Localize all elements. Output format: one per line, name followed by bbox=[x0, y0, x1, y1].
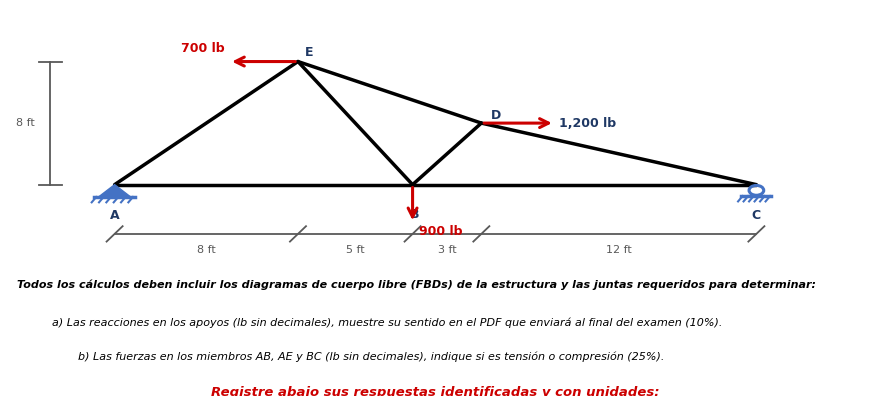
Text: C: C bbox=[752, 209, 761, 222]
Text: A: A bbox=[110, 209, 119, 222]
Text: 700 lb: 700 lb bbox=[181, 42, 225, 55]
Text: Registre abajo sus respuestas identificadas y con unidades:: Registre abajo sus respuestas identifica… bbox=[212, 386, 659, 396]
Text: a) Las reacciones en los apoyos (lb sin decimales), muestre su sentido en el PDF: a) Las reacciones en los apoyos (lb sin … bbox=[52, 318, 723, 328]
Text: 5 ft: 5 ft bbox=[346, 246, 365, 255]
Text: 8 ft: 8 ft bbox=[197, 246, 216, 255]
Text: Todos los cálculos deben incluir los diagramas de cuerpo libre (FBDs) de la estr: Todos los cálculos deben incluir los dia… bbox=[17, 280, 816, 290]
Polygon shape bbox=[98, 185, 131, 197]
Text: 1,200 lb: 1,200 lb bbox=[559, 116, 617, 129]
Text: b) Las fuerzas en los miembros AB, AE y BC (lb sin decimales), indique si es ten: b) Las fuerzas en los miembros AB, AE y … bbox=[78, 352, 665, 362]
Text: B: B bbox=[410, 208, 420, 221]
Text: 12 ft: 12 ft bbox=[606, 246, 631, 255]
Text: D: D bbox=[490, 109, 501, 122]
Text: 3 ft: 3 ft bbox=[437, 246, 456, 255]
Text: E: E bbox=[305, 46, 314, 59]
Text: 900 lb: 900 lb bbox=[420, 225, 463, 238]
Text: 8 ft: 8 ft bbox=[16, 118, 34, 128]
